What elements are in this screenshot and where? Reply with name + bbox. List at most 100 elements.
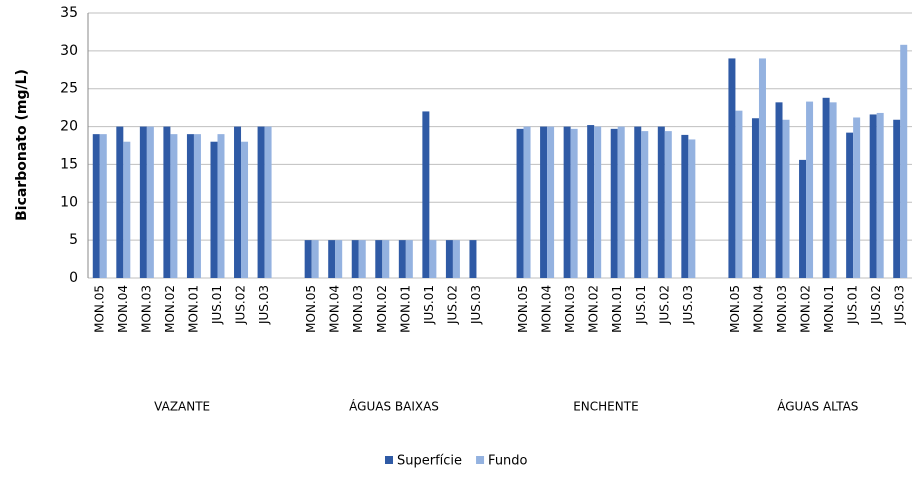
- bar: [547, 126, 555, 278]
- bar: [728, 58, 736, 278]
- legend-label: Fundo: [488, 454, 527, 469]
- bar: [806, 101, 814, 278]
- y-tick-label: 25: [60, 81, 78, 97]
- y-tick-label: 5: [69, 232, 78, 248]
- bar: [664, 131, 672, 278]
- bar: [146, 126, 154, 278]
- bar: [634, 126, 642, 278]
- bar: [92, 134, 100, 278]
- bar: [116, 126, 124, 278]
- x-tick-label: MON.04: [116, 285, 130, 333]
- x-tick-label: MON.02: [587, 285, 601, 333]
- bar: [304, 240, 312, 278]
- bar: [351, 240, 359, 278]
- x-tick-label: MON.03: [563, 285, 577, 333]
- bar: [139, 126, 147, 278]
- x-tick-label: MON.05: [728, 285, 742, 333]
- x-tick-label: MON.05: [92, 285, 106, 333]
- bar: [893, 119, 901, 278]
- bar: [775, 102, 783, 278]
- bar: [241, 141, 249, 278]
- x-tick-label: MON.02: [375, 285, 389, 333]
- bar: [257, 126, 265, 278]
- bar: [193, 134, 201, 278]
- bar: [523, 126, 531, 278]
- bar: [876, 112, 884, 278]
- y-tick-label: 10: [60, 194, 78, 210]
- group-label: ENCHENTE: [573, 400, 638, 414]
- bar: [688, 139, 696, 278]
- x-tick-label: MON.01: [398, 285, 412, 333]
- x-tick-label: MON.04: [540, 285, 554, 333]
- group-label: VAZANTE: [154, 400, 210, 414]
- y-tick-label: 0: [69, 270, 78, 286]
- y-tick-label: 15: [60, 156, 78, 172]
- x-tick-label: JUS.03: [257, 285, 271, 325]
- x-tick-label: MON.05: [304, 285, 318, 333]
- bar: [469, 240, 477, 278]
- x-tick-label: MON.04: [751, 285, 765, 333]
- x-tick-label: JUS.01: [846, 285, 860, 325]
- bar: [328, 240, 336, 278]
- bar: [358, 240, 366, 278]
- bar: [610, 128, 618, 278]
- x-tick-label: JUS.01: [210, 285, 224, 325]
- legend-label: Superfície: [397, 454, 462, 469]
- bar: [594, 126, 602, 278]
- bar: [217, 134, 225, 278]
- bar: [99, 134, 107, 278]
- bar: [657, 126, 665, 278]
- y-tick-label: 30: [60, 43, 78, 59]
- x-tick-label: JUS.01: [422, 285, 436, 325]
- bar: [900, 44, 908, 278]
- bar: [163, 126, 171, 278]
- x-tick-label: JUS.03: [893, 285, 907, 325]
- bar: [405, 240, 413, 278]
- x-tick-label: MON.01: [610, 285, 624, 333]
- bar: [210, 141, 218, 278]
- y-tick-label: 20: [60, 119, 78, 135]
- bar: [869, 114, 877, 278]
- x-tick-label: MON.03: [775, 285, 789, 333]
- bar: [641, 131, 649, 278]
- x-tick-label: JUS.02: [445, 285, 459, 325]
- bar: [516, 128, 524, 278]
- y-axis-title: Bicarbonato (mg/L): [14, 69, 30, 221]
- bar: [829, 102, 837, 278]
- bar: [617, 126, 625, 278]
- x-tick-label: MON.01: [822, 285, 836, 333]
- bar: [429, 240, 437, 278]
- bar: [422, 111, 430, 278]
- bar: [382, 240, 390, 278]
- bar: [822, 97, 830, 278]
- bar: [563, 126, 571, 278]
- bar: [264, 126, 272, 278]
- x-tick-label: MON.03: [351, 285, 365, 333]
- bar: [570, 128, 578, 278]
- bar: [587, 125, 595, 278]
- x-tick-label: MON.04: [328, 285, 342, 333]
- x-tick-label: JUS.02: [657, 285, 671, 325]
- bar: [234, 126, 242, 278]
- legend-swatch: [385, 456, 393, 464]
- legend-swatch: [476, 456, 485, 464]
- bar: [846, 132, 854, 278]
- bar: [335, 240, 343, 278]
- group-label: ÁGUAS BAIXAS: [349, 399, 439, 414]
- x-tick-label: MON.03: [139, 285, 153, 333]
- x-tick-label: MON.05: [516, 285, 530, 333]
- bar: [758, 58, 766, 278]
- bar: [311, 240, 319, 278]
- bar: [853, 117, 861, 278]
- y-tick-label: 35: [60, 5, 78, 21]
- bar: [452, 240, 460, 278]
- bar: [782, 119, 790, 278]
- x-tick-label: MON.02: [799, 285, 813, 333]
- bar: [445, 240, 453, 278]
- x-tick-label: JUS.03: [469, 285, 483, 325]
- x-tick-label: JUS.01: [634, 285, 648, 325]
- group-label: ÁGUAS ALTAS: [777, 399, 858, 414]
- x-tick-label: JUS.03: [681, 285, 695, 325]
- x-tick-label: MON.01: [186, 285, 200, 333]
